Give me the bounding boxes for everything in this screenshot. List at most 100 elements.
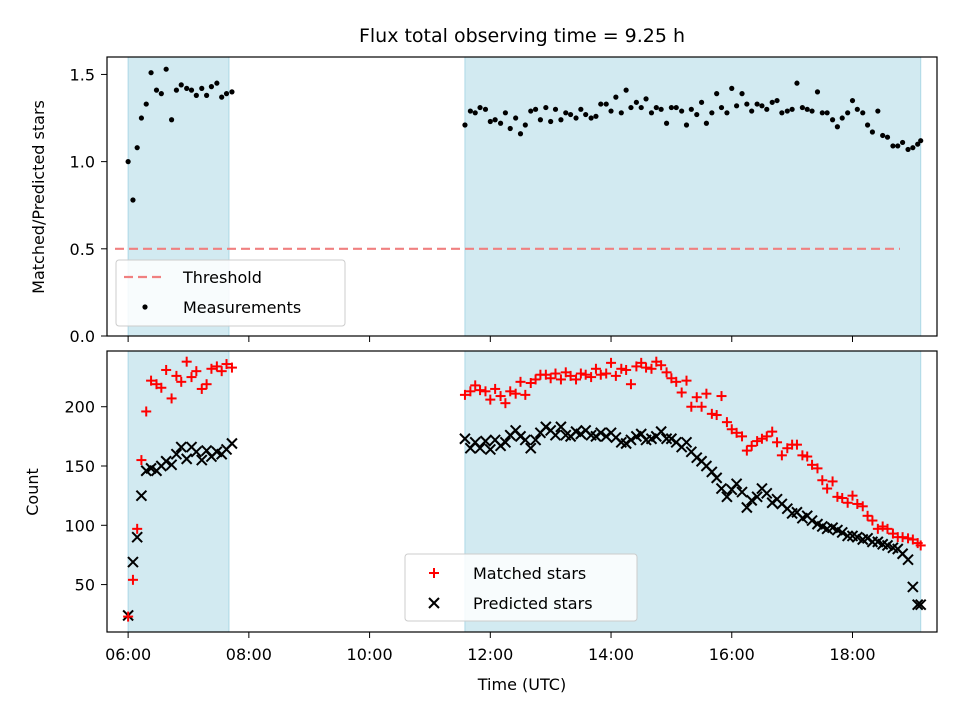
- measurement-point: [537, 117, 544, 123]
- predicted-star-point: [730, 478, 743, 490]
- x-tick-label: 06:00: [105, 645, 151, 664]
- matched-star-point: [206, 363, 217, 374]
- matched-star-point: [832, 491, 843, 502]
- matched-star-point: [575, 368, 586, 379]
- measurement-point: [769, 99, 775, 105]
- measurement-point: [703, 120, 710, 126]
- matched-star-point: [555, 374, 566, 385]
- matched-star-point: [181, 356, 192, 367]
- top-legend-box: [115, 259, 346, 327]
- x-tick-label: 14:00: [588, 645, 634, 664]
- measurement-point: [208, 84, 215, 90]
- measurement-point: [502, 110, 508, 116]
- measurement-point: [219, 94, 225, 100]
- predicted-star-point: [190, 446, 203, 458]
- matched-star-point: [132, 523, 143, 534]
- matched-star-point: [127, 574, 138, 585]
- matched-star-point: [606, 357, 617, 368]
- matched-star-point: [797, 450, 808, 461]
- matched-star-point: [842, 497, 853, 508]
- measurement-point: [513, 115, 519, 121]
- legend-matched-swatch: [429, 568, 439, 578]
- matched-star-point: [156, 382, 167, 393]
- measurement-point: [143, 101, 149, 107]
- legend-measurements-swatch: [142, 304, 148, 310]
- measurement-point: [134, 145, 140, 151]
- predicted-star-point: [196, 454, 208, 466]
- measurement-point: [482, 106, 489, 112]
- measurement-point: [593, 113, 599, 119]
- predicted-star-point: [836, 526, 848, 539]
- measurement-point: [854, 106, 860, 112]
- measurement-point: [229, 89, 235, 95]
- measurement-point: [517, 131, 524, 137]
- measurement-point: [603, 101, 609, 107]
- matched-star-point: [847, 490, 858, 501]
- predicted-star-point: [135, 489, 148, 502]
- matched-star-point: [515, 376, 526, 387]
- top-y-tick-label: 0.0: [70, 327, 95, 346]
- top-legend: Threshold Measurements: [115, 259, 346, 327]
- predicted-star-point: [226, 437, 238, 450]
- predicted-star-point: [745, 494, 758, 507]
- top-shaded-interval-1: [464, 56, 922, 337]
- legend-predicted-marker: [428, 597, 440, 609]
- matched-star-point: [166, 393, 177, 404]
- measurement-point: [472, 110, 478, 116]
- measurement-point: [618, 110, 624, 116]
- bottom-y-tick-label: 100: [64, 516, 95, 535]
- matched-star-point: [676, 387, 687, 398]
- measurement-point: [658, 106, 664, 112]
- bottom-legend: Matched stars Predicted stars: [404, 553, 638, 622]
- matched-star-point: [465, 386, 476, 397]
- matched-star-point: [737, 431, 748, 442]
- predicted-star-point: [127, 556, 139, 568]
- matched-star-point: [852, 498, 863, 509]
- top-y-axis-label: Matched/Predicted stars: [29, 100, 48, 294]
- matched-star-point: [696, 401, 707, 412]
- measurement-point: [905, 146, 911, 153]
- matched-star-point: [123, 611, 134, 622]
- predicted-star-point: [741, 501, 753, 514]
- x-tick-label: 08:00: [226, 645, 272, 664]
- predicted-star-point: [710, 472, 723, 484]
- measurement-point: [759, 103, 765, 109]
- measurement-point: [683, 122, 690, 128]
- measurement-point: [552, 106, 559, 112]
- bottom-y-tick-label: 50: [75, 576, 95, 595]
- matched-star-point: [767, 426, 778, 437]
- measurement-point: [199, 85, 205, 91]
- matched-star-point: [621, 364, 632, 375]
- measurement-point: [864, 122, 871, 128]
- measurement-point: [613, 94, 619, 100]
- matched-star-point: [882, 523, 893, 534]
- top-y-tick-label: 1.0: [70, 153, 95, 172]
- measurement-point: [809, 108, 815, 114]
- matched-star-point: [772, 437, 783, 448]
- measurement-point: [698, 99, 705, 105]
- matched-star-point: [817, 475, 828, 486]
- predicted-star-point: [841, 530, 854, 542]
- matched-star-point: [459, 389, 470, 400]
- measurement-point: [558, 117, 564, 123]
- measurement-point: [724, 110, 730, 116]
- matched-star-point: [475, 385, 486, 396]
- matched-star-point: [495, 391, 506, 402]
- matched-star-point: [196, 383, 207, 394]
- matched-star-point: [721, 417, 732, 428]
- matched-star-point: [510, 388, 521, 399]
- predicted-star-point: [165, 459, 178, 471]
- matched-star-point: [610, 370, 621, 381]
- bottom-y-axis-label: Count: [23, 468, 42, 516]
- measurement-point: [668, 104, 675, 111]
- measurement-point: [814, 89, 821, 95]
- measurement-point: [173, 87, 180, 93]
- measurement-point: [915, 141, 921, 147]
- measurement-point: [163, 66, 169, 72]
- measurement-point: [628, 104, 634, 111]
- measurement-point: [910, 145, 916, 151]
- measurement-point: [178, 82, 184, 88]
- matched-star-point: [761, 431, 772, 442]
- matched-star-point: [716, 391, 727, 402]
